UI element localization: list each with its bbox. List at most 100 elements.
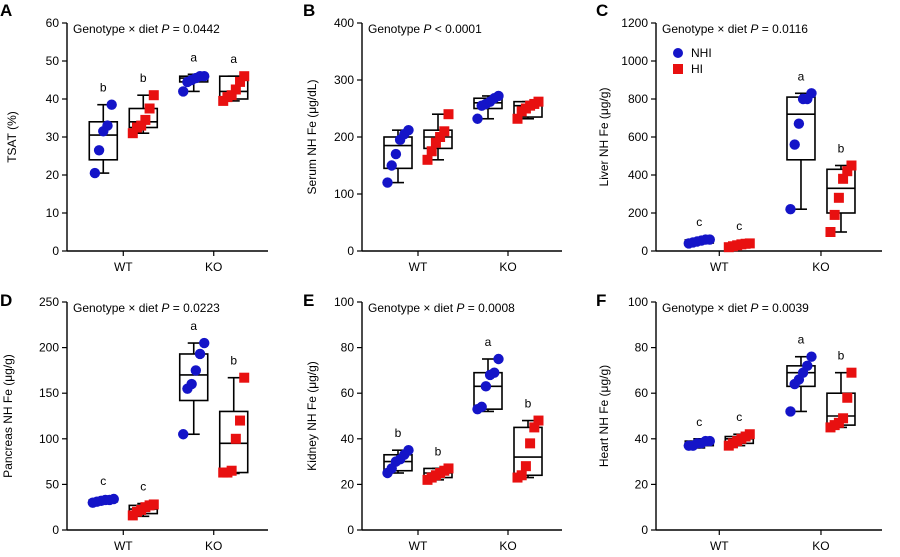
stat-annotation: Genotype × diet P = 0.0039 [662, 301, 809, 315]
box-group-hi-wt: c [127, 480, 159, 521]
significance-letter: b [525, 397, 532, 411]
box-group-hi-wt: b [422, 444, 454, 485]
box-group-hi-ko: b [512, 397, 544, 483]
legend-label-hi: HI [691, 62, 703, 76]
data-point [89, 167, 101, 179]
significance-letter: c [736, 410, 742, 424]
y-tick-label: 0 [641, 244, 648, 258]
significance-letter: b [435, 444, 442, 458]
box-group-hi-wt: c [723, 410, 755, 451]
panel-c: C 0 200 400 600 800 1000 1200 Liver NH Fe (μg/g)… [596, 1, 882, 274]
data-point [833, 192, 844, 203]
data-point [806, 88, 817, 99]
box [513, 426, 543, 477]
data-point [226, 465, 237, 476]
x-tick-label: WT [409, 260, 428, 274]
significance-letter: c [696, 215, 702, 229]
box-group-hi-ko: a [218, 52, 250, 106]
y-tick-label: 80 [635, 341, 649, 355]
x-tick-label: KO [812, 260, 829, 274]
box-group-nhi-wt [382, 124, 414, 188]
box-group-nhi-wt: c [87, 474, 119, 508]
data-point [525, 438, 536, 449]
box [826, 168, 856, 214]
box-group-nhi-ko: a [178, 319, 210, 440]
data-point [443, 463, 454, 474]
data-point [93, 145, 105, 156]
y-tick-label: 30 [46, 130, 60, 144]
x-tick-label: KO [812, 539, 829, 553]
panel-label: C [596, 1, 608, 20]
data-point [785, 406, 796, 417]
data-point [386, 160, 397, 171]
data-point [802, 360, 813, 372]
significance-letter: c [736, 219, 742, 233]
x-tick-label: WT [710, 539, 729, 553]
data-point [403, 445, 414, 456]
data-point [493, 353, 504, 365]
data-point [480, 381, 492, 392]
box-group-nhi-ko: a [785, 69, 817, 215]
panel-f: F 0 20 40 60 80 100 Heart NH Fe (μg/g) WT KO Genot… [596, 291, 882, 553]
box-group-hi-wt: b [127, 71, 159, 139]
data-point [838, 173, 849, 184]
y-axis-title: TSAT (%) [5, 111, 19, 163]
data-point [226, 90, 237, 101]
y-tick-label: 60 [635, 386, 649, 400]
data-point [136, 120, 147, 131]
y-tick-label: 0 [641, 523, 648, 537]
x-tick-label: KO [499, 539, 516, 553]
data-point [403, 124, 414, 136]
data-point [235, 76, 246, 87]
data-point [476, 401, 487, 413]
box [423, 129, 453, 150]
y-tick-label: 800 [628, 92, 648, 106]
data-point [148, 90, 159, 101]
data-point [489, 367, 500, 378]
data-point [704, 435, 715, 447]
x-tick-label: WT [409, 539, 428, 553]
data-point [789, 139, 800, 150]
box-group-hi-wt: c [723, 219, 755, 253]
panel-d: D 0 50 100 150 200 250 Pancreas NH Fe (μg/g) WT K… [0, 291, 268, 553]
data-point [190, 365, 202, 376]
data-point [140, 114, 151, 125]
significance-letter: b [100, 81, 107, 95]
data-point [108, 493, 119, 505]
panel-label: F [596, 291, 606, 310]
box-group-hi-ko: b [218, 354, 250, 478]
y-tick-label: 20 [635, 477, 649, 491]
stat-annotation: Genotype × diet P = 0.0223 [73, 301, 220, 315]
y-axis-title: Serum NH Fe (μg/dL) [305, 80, 319, 195]
data-point [144, 103, 155, 114]
box-group-hi-wt [422, 109, 454, 165]
y-tick-label: 0 [52, 244, 59, 258]
significance-letter: b [140, 71, 147, 85]
y-axis-title: Heart NH Fe (μg/g) [597, 365, 611, 467]
y-tick-label: 100 [334, 295, 354, 309]
box-group-nhi-ko [472, 90, 504, 124]
panel-e: E 0 20 40 60 80 100 Kidney NH Fe (μg/g) WT KO Geno… [303, 291, 562, 553]
data-point [785, 204, 796, 215]
y-tick-label: 0 [347, 523, 354, 537]
panel-b: B 0 100 200 300 400 Serum NH Fe (μg/dL) WT KO Gen… [303, 1, 562, 274]
data-point [102, 120, 113, 131]
legend-label-nhi: NHI [691, 46, 712, 60]
y-tick-label: 1000 [621, 54, 648, 68]
y-tick-label: 100 [39, 432, 59, 446]
y-tick-label: 80 [341, 341, 355, 355]
y-tick-label: 200 [39, 341, 59, 355]
data-point [194, 348, 206, 360]
significance-letter: b [395, 426, 402, 440]
data-point [793, 118, 805, 129]
y-tick-label: 0 [52, 523, 59, 537]
stat-annotation: Genotype × diet P = 0.0442 [73, 22, 220, 36]
box-group-nhi-ko: a [472, 335, 504, 415]
x-tick-label: KO [205, 539, 222, 553]
data-point [842, 392, 853, 403]
box [88, 121, 119, 161]
data-point [127, 128, 138, 139]
data-point [430, 137, 441, 148]
data-point [148, 499, 159, 510]
